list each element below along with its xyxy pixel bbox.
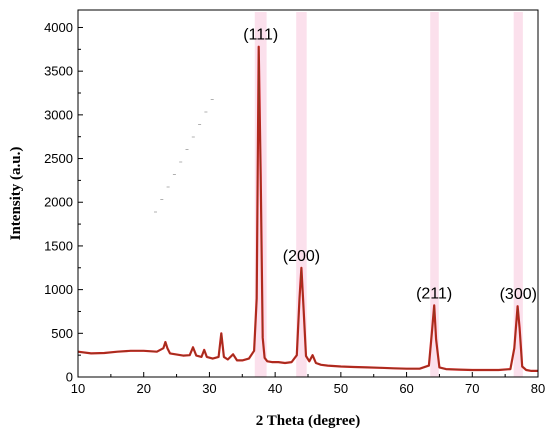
series-layer	[77, 45, 538, 372]
y-tick-label-0: 0	[66, 370, 73, 385]
y-tick-label-2000: 2000	[44, 195, 73, 210]
x-axis-label: 2 Theta (degree)	[256, 413, 360, 429]
x-tick-label-80: 80	[531, 381, 545, 396]
y-tick-label-3000: 3000	[44, 107, 73, 122]
y-tick-label-2500: 2500	[44, 151, 73, 166]
y-tick-label-1000: 1000	[44, 282, 73, 297]
y-axis-label: Intensity (a.u.)	[8, 147, 24, 241]
y-axis-ticks: 0 500 1000 1500 2000 2500 3000 3500 4000	[44, 20, 83, 385]
x-tick-label-20: 20	[136, 381, 150, 396]
x-tick-label-30: 30	[202, 381, 216, 396]
x-tick-label-50: 50	[334, 381, 348, 396]
peak-label-3: (211)	[416, 285, 452, 302]
x-tick-label-10: 10	[71, 381, 85, 396]
xrd-pattern-line-core	[77, 46, 538, 372]
decorative-marks	[154, 99, 214, 213]
peak-band-3	[430, 12, 439, 377]
y-tick-label-3500: 3500	[44, 64, 73, 79]
y-tick-label-1500: 1500	[44, 238, 73, 253]
x-tick-label-70: 70	[465, 381, 479, 396]
x-tick-label-60: 60	[399, 381, 413, 396]
peak-label-2: (200)	[283, 248, 320, 265]
peak-annotations: (111) (200) (211) (300)	[243, 27, 537, 304]
peak-band-4	[513, 12, 523, 377]
y-tick-label-4000: 4000	[44, 20, 73, 35]
peak-label-4: (300)	[500, 286, 537, 303]
peak-label-1: (111)	[243, 27, 278, 44]
x-axis-ticks: 10 20 30 40 50 60 70 80	[71, 372, 545, 396]
y-tick-label-500: 500	[51, 326, 73, 341]
peak-band-2	[296, 12, 307, 377]
x-tick-label-40: 40	[268, 381, 282, 396]
